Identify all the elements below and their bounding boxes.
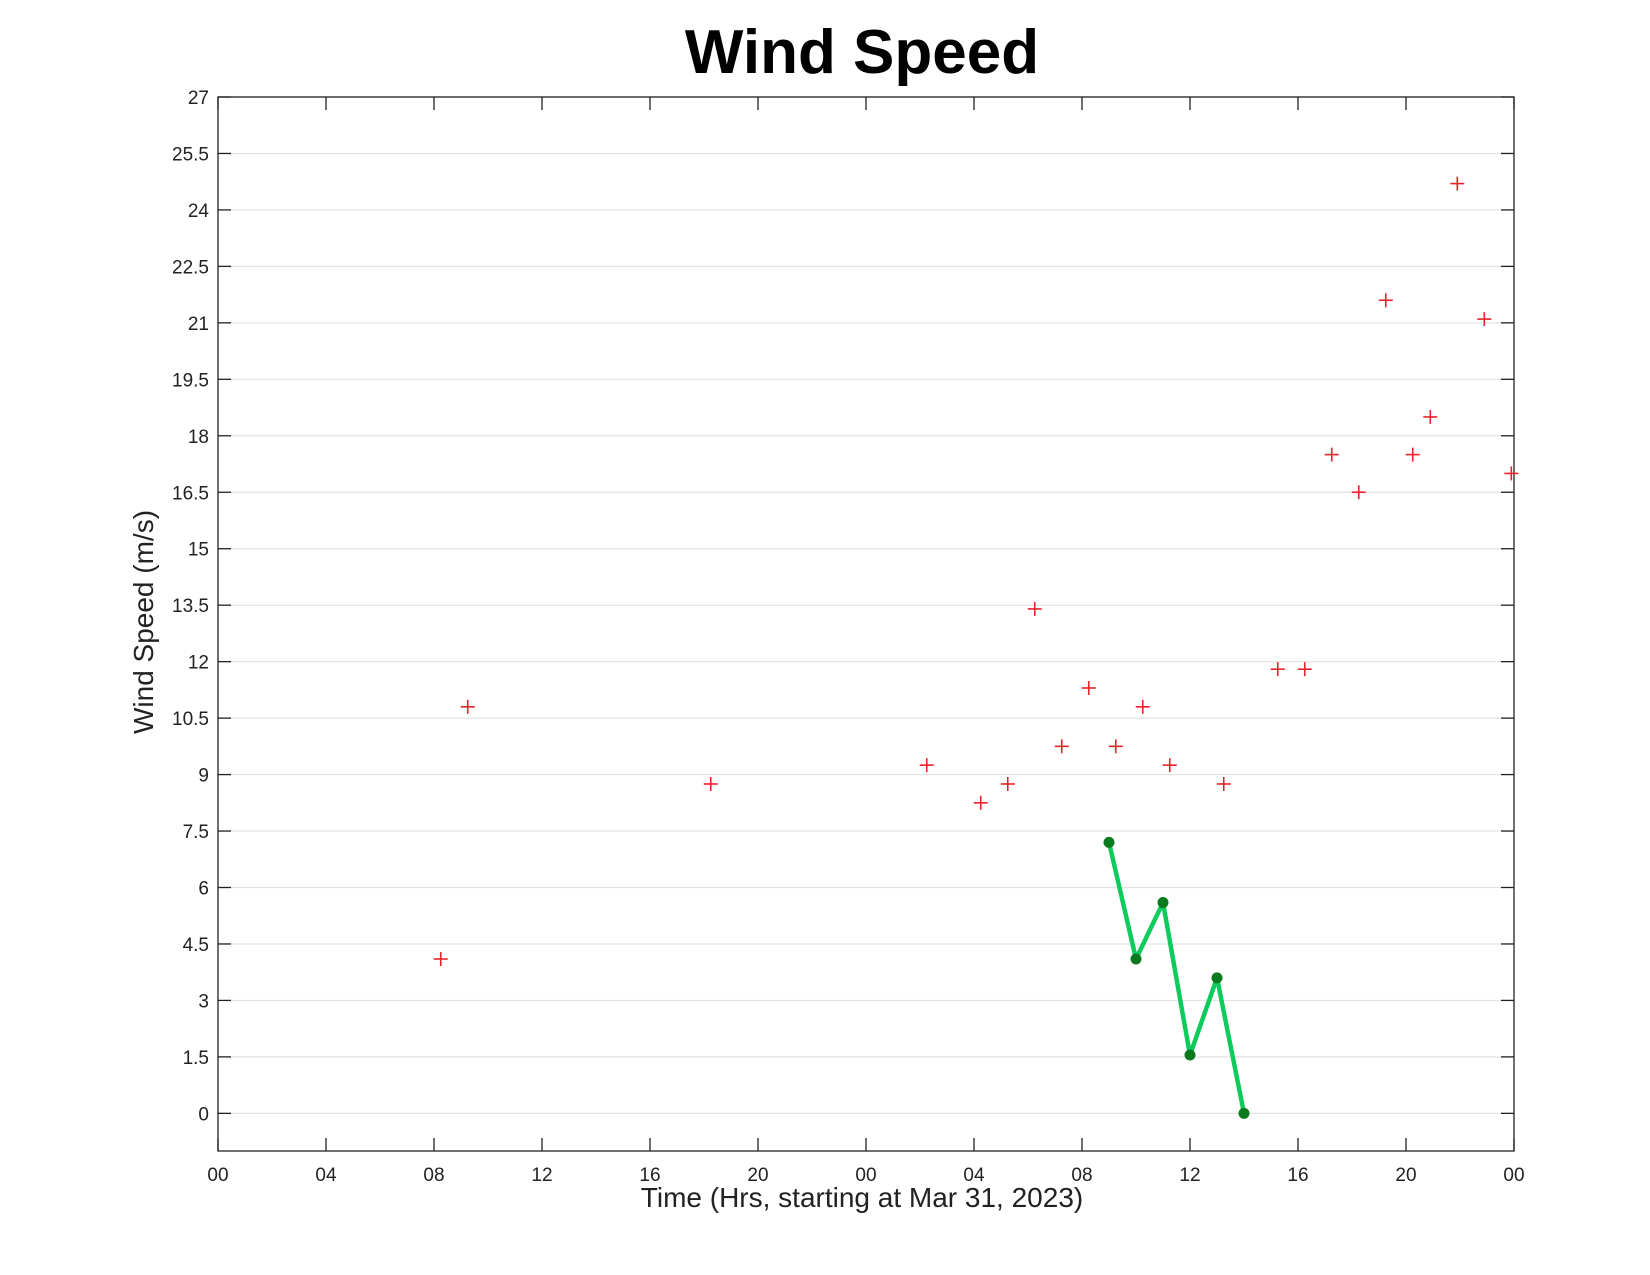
plus-marker <box>703 776 718 791</box>
y-tick-label: 1.5 <box>183 1048 209 1069</box>
y-tick-label: 25.5 <box>172 144 209 165</box>
plus-marker <box>1450 176 1465 191</box>
y-tick-label: 3 <box>198 991 209 1012</box>
x-tick-label: 16 <box>639 1165 660 1186</box>
plus-marker <box>1270 662 1285 677</box>
plus-marker <box>1324 447 1339 462</box>
series <box>433 176 1519 1119</box>
x-tick-label: 04 <box>315 1165 337 1186</box>
x-tick-label: 12 <box>1179 1165 1200 1186</box>
x-tick-label: 20 <box>747 1165 768 1186</box>
plus-marker <box>1405 447 1420 462</box>
x-tick-label: 08 <box>1071 1165 1092 1186</box>
y-tick-label: 27 <box>188 88 209 109</box>
y-tick-label: 9 <box>198 766 209 787</box>
y-tick-label: 18 <box>188 427 209 448</box>
dot-marker <box>1238 1107 1250 1119</box>
plus-marker <box>1216 776 1231 791</box>
y-tick-label: 21 <box>188 314 209 335</box>
plus-marker <box>460 699 475 714</box>
y-axis-label: Wind Speed (m/s) <box>128 510 159 734</box>
y-tick-label: 6 <box>198 879 209 900</box>
plus-marker <box>1054 739 1069 754</box>
dot-marker <box>1130 953 1142 965</box>
plus-marker <box>973 795 988 810</box>
dot-marker <box>1103 836 1115 848</box>
x-tick-label: 12 <box>531 1165 552 1186</box>
chart-title: Wind Speed <box>685 18 1039 87</box>
plus-marker <box>1000 776 1015 791</box>
y-tick-label: 0 <box>198 1104 209 1125</box>
y-tick-label: 10.5 <box>172 709 209 730</box>
y-tick-label: 7.5 <box>183 822 209 843</box>
y-tick-label: 24 <box>188 201 210 222</box>
series-line <box>1106 840 1247 1116</box>
x-tick-label: 04 <box>963 1165 985 1186</box>
plus-marker <box>1378 293 1393 308</box>
x-tick-label: 20 <box>1395 1165 1416 1186</box>
dot-marker <box>1184 1049 1196 1061</box>
dot-marker <box>1157 897 1169 909</box>
x-tick-label: 00 <box>1503 1165 1524 1186</box>
plus-marker <box>1081 680 1096 695</box>
dot-marker <box>1211 972 1223 984</box>
y-tick-label: 4.5 <box>183 935 209 956</box>
plus-marker <box>1477 312 1492 327</box>
y-tick-label: 12 <box>188 653 209 674</box>
plus-marker <box>1504 466 1519 481</box>
plus-marker <box>1027 601 1042 616</box>
plus-marker <box>919 758 934 773</box>
x-tick-label: 08 <box>423 1165 444 1186</box>
plus-marker <box>1162 758 1177 773</box>
y-tick-label: 15 <box>188 540 209 561</box>
x-axis-ticks: 00 04 08 12 16 20 00 04 08 12 16 20 00 <box>207 97 1525 1186</box>
plus-marker <box>433 952 448 967</box>
plus-marker <box>1135 699 1150 714</box>
grid <box>218 96 1514 1114</box>
y-axis-ticks: 0 1.5 3 4.5 6 7.5 9 10.5 12 13.5 15 16.5 18 19.5 21 22.… <box>172 88 1514 1125</box>
plus-marker <box>1297 662 1312 677</box>
x-tick-label: 00 <box>207 1165 228 1186</box>
y-tick-label: 22.5 <box>172 257 209 278</box>
plus-marker <box>1351 485 1366 500</box>
x-axis-label: Time (Hrs, starting at Mar 31, 2023) <box>641 1182 1083 1213</box>
x-tick-label: 16 <box>1287 1165 1308 1186</box>
x-tick-label: 00 <box>855 1165 876 1186</box>
y-tick-label: 13.5 <box>172 596 209 617</box>
plus-marker <box>1423 409 1438 424</box>
plus-marker <box>1108 739 1123 754</box>
y-tick-label: 16.5 <box>172 483 209 504</box>
y-tick-label: 19.5 <box>172 370 209 391</box>
